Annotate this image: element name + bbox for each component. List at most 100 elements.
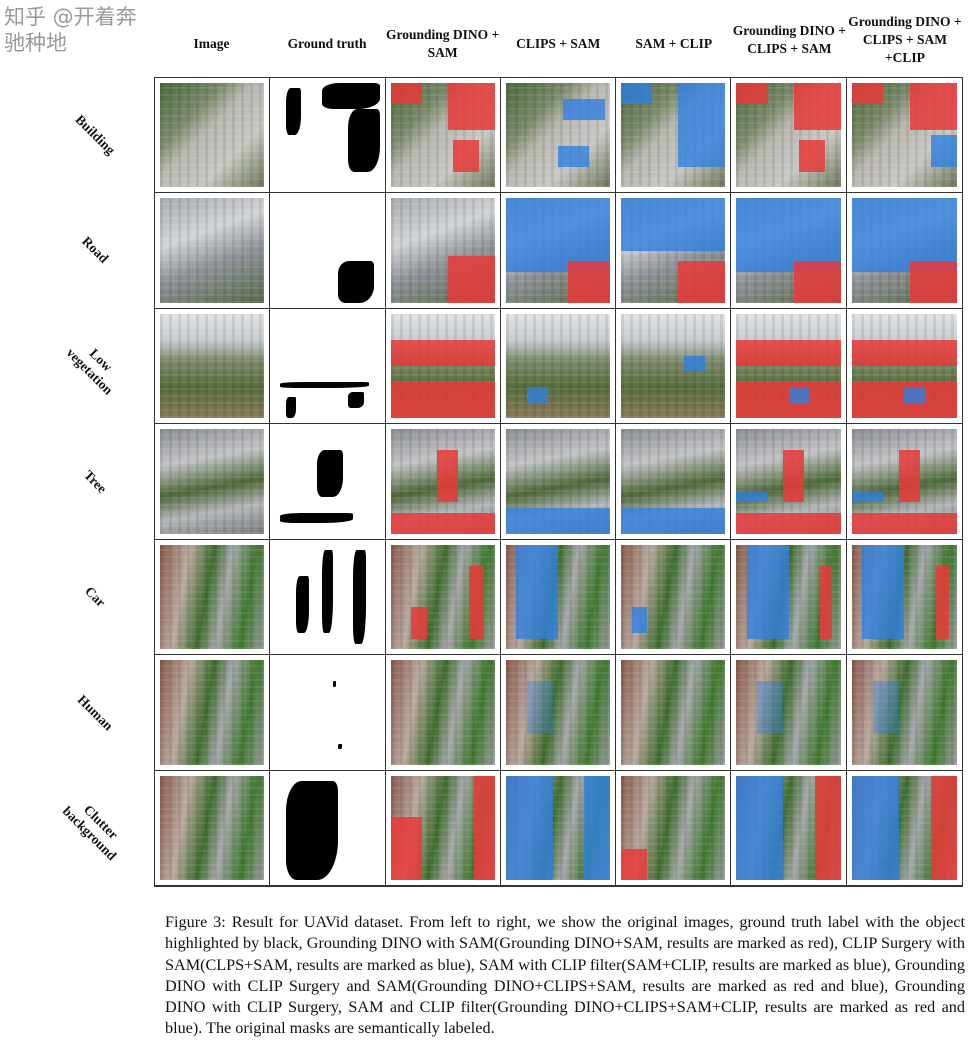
mask-overlay xyxy=(678,261,726,303)
grid-cell xyxy=(385,539,501,656)
grid-cell xyxy=(270,308,386,425)
segmentation-result-image xyxy=(736,775,841,880)
grid-cell xyxy=(500,655,617,771)
results-grid xyxy=(154,77,963,887)
grid-cell xyxy=(385,770,501,886)
column-header: SAM + CLIP xyxy=(635,36,713,51)
row-label: Tree xyxy=(80,466,110,496)
mask-region xyxy=(285,780,338,880)
mask-overlay xyxy=(930,135,957,167)
segmentation-result-image xyxy=(621,544,726,650)
grid-cell xyxy=(500,193,617,309)
image-texture xyxy=(390,660,495,765)
mask-overlay xyxy=(909,83,957,130)
mask-overlay xyxy=(621,507,726,534)
mask-overlay xyxy=(909,261,957,303)
segmentation-result-image xyxy=(851,83,957,188)
mask-overlay xyxy=(757,681,784,734)
segmentation-result-image xyxy=(621,198,726,303)
segmentation-result-image xyxy=(621,660,726,765)
image-texture xyxy=(160,660,265,765)
aerial-image xyxy=(160,198,265,303)
segmentation-result-image xyxy=(851,775,957,880)
grid-cell xyxy=(500,770,617,886)
mask-overlay xyxy=(447,83,495,130)
grid-cell xyxy=(731,770,847,886)
mask-overlay xyxy=(563,98,605,120)
grid-cell xyxy=(155,770,271,886)
grid-cell xyxy=(616,539,732,656)
segmentation-result-image xyxy=(736,313,841,419)
segmentation-result-image xyxy=(505,313,611,419)
row-label: Low vegetation xyxy=(63,344,116,398)
mask-overlay xyxy=(814,775,841,880)
grid-cell xyxy=(846,193,962,309)
mask-overlay xyxy=(437,450,459,503)
segmentation-result-image xyxy=(390,83,495,188)
mask-overlay xyxy=(899,450,921,503)
column-header: Ground truth xyxy=(287,36,367,51)
segmentation-result-image xyxy=(621,775,726,880)
column-header: Grounding DINO + CLIPS + SAM xyxy=(732,23,846,56)
mask-overlay xyxy=(505,198,611,272)
segmentation-result-image xyxy=(505,198,611,303)
mask-region xyxy=(285,88,302,136)
grid-cell xyxy=(270,770,386,886)
grid-cell xyxy=(385,655,501,771)
image-texture xyxy=(505,313,611,419)
aerial-image xyxy=(160,660,265,765)
ground-truth-mask xyxy=(275,660,380,765)
row-label: Clutter background xyxy=(59,802,122,864)
segmentation-result-image xyxy=(736,544,841,650)
grid-cell xyxy=(155,78,271,194)
grid-cell xyxy=(731,539,847,656)
image-texture xyxy=(621,544,726,650)
segmentation-result-image xyxy=(736,198,841,303)
mask-overlay xyxy=(390,381,495,419)
mask-overlay xyxy=(468,565,485,639)
mask-overlay xyxy=(678,83,726,167)
mask-overlay xyxy=(568,261,611,303)
image-texture xyxy=(621,313,726,419)
grid-cell xyxy=(616,308,732,425)
mask-overlay xyxy=(862,544,905,639)
mask-overlay xyxy=(447,255,495,303)
segmentation-result-image xyxy=(505,429,611,534)
mask-region xyxy=(285,397,297,419)
mask-region xyxy=(322,83,380,110)
grid-cell xyxy=(155,193,271,309)
mask-overlay xyxy=(851,198,957,272)
mask-overlay xyxy=(930,775,957,880)
ground-truth-mask xyxy=(275,83,380,188)
grid-cell xyxy=(270,655,386,771)
mask-overlay xyxy=(793,261,841,303)
mask-region xyxy=(296,576,309,634)
mask-overlay xyxy=(584,775,611,880)
aerial-image xyxy=(160,83,265,188)
aerial-image xyxy=(160,313,265,419)
segmentation-result-image xyxy=(851,660,957,765)
grid-cell xyxy=(846,655,962,771)
mask-overlay xyxy=(736,83,768,104)
grid-cell xyxy=(616,193,732,309)
grid-cell xyxy=(846,309,962,425)
mask-overlay xyxy=(746,544,789,639)
grid-cell xyxy=(846,540,962,656)
grid-cell xyxy=(270,78,386,194)
grid-cell xyxy=(385,193,501,309)
segmentation-result-image xyxy=(851,544,957,650)
mask-overlay xyxy=(819,565,833,639)
mask-overlay xyxy=(526,386,548,403)
mask-overlay xyxy=(736,775,784,880)
mask-overlay xyxy=(631,607,648,634)
ground-truth-mask xyxy=(275,775,380,880)
grid-cell xyxy=(500,78,617,194)
grid-cell xyxy=(500,539,617,656)
grid-cell xyxy=(270,193,386,309)
grid-cell xyxy=(731,78,847,194)
image-texture xyxy=(505,660,611,765)
grid-cell xyxy=(385,78,501,194)
mask-overlay xyxy=(505,507,611,534)
mask-overlay xyxy=(505,775,553,880)
watermark: 知乎 @开着奔驰种地 xyxy=(4,5,137,55)
